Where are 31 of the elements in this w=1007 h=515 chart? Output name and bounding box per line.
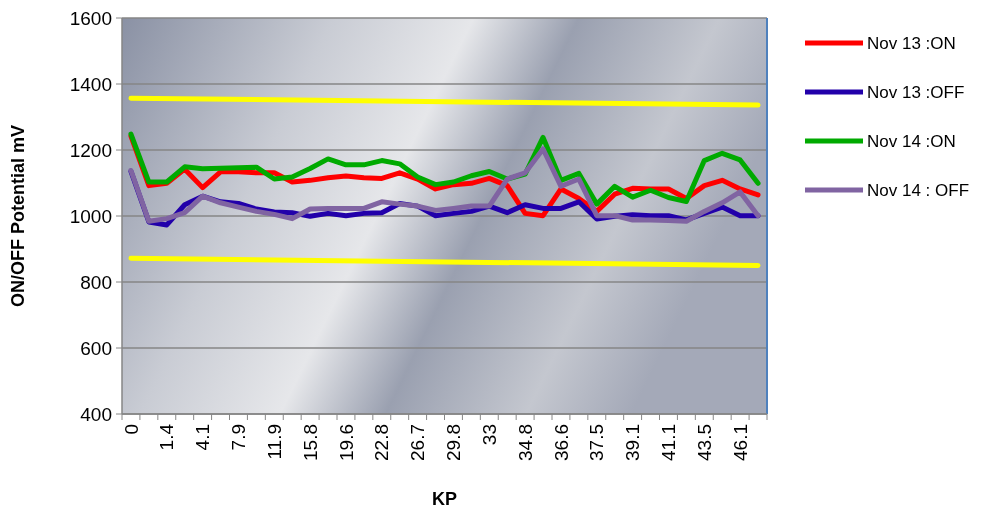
y-tick-label: 400 bbox=[80, 403, 112, 425]
x-tick-label: 34.8 bbox=[514, 424, 536, 461]
x-tick-label: 33 bbox=[478, 424, 500, 446]
x-tick-label: 46.1 bbox=[729, 424, 751, 461]
x-tick-label: 22.8 bbox=[371, 424, 393, 461]
x-tick-label: 1.4 bbox=[156, 423, 178, 451]
legend-label: Nov 14 : OFF bbox=[867, 180, 970, 200]
x-tick-label: 36.6 bbox=[550, 424, 572, 461]
x-tick-label: 29.8 bbox=[443, 424, 465, 461]
y-tick-label: 800 bbox=[80, 271, 112, 293]
x-tick-label: 19.6 bbox=[335, 424, 357, 461]
y-axis-title: ON/OFF Potential mV bbox=[8, 124, 28, 308]
x-tick-label: 41.1 bbox=[658, 424, 680, 461]
x-tick-label: 7.9 bbox=[228, 424, 250, 451]
x-tick-label: 39.1 bbox=[622, 424, 644, 461]
y-tick-label: 600 bbox=[80, 337, 112, 359]
y-tick-label: 1000 bbox=[69, 205, 112, 227]
x-tick-label: 37.5 bbox=[586, 424, 608, 461]
y-tick-label: 1200 bbox=[69, 139, 112, 161]
legend-label: Nov 14 :ON bbox=[867, 131, 956, 151]
y-tick-label: 1600 bbox=[69, 7, 112, 29]
x-tick-label: 43.5 bbox=[693, 424, 715, 461]
y-tick-label: 1400 bbox=[69, 73, 112, 95]
x-tick-label: 4.1 bbox=[192, 424, 214, 451]
x-tick-label: 15.8 bbox=[299, 424, 321, 461]
x-tick-label: 26.7 bbox=[407, 424, 429, 461]
legend-label: Nov 13 :ON bbox=[867, 33, 956, 53]
x-tick-label: 0 bbox=[120, 424, 142, 435]
x-axis-title: KP bbox=[431, 489, 458, 509]
legend-label: Nov 13 :OFF bbox=[867, 82, 965, 102]
x-tick-label: 11.9 bbox=[263, 424, 285, 460]
